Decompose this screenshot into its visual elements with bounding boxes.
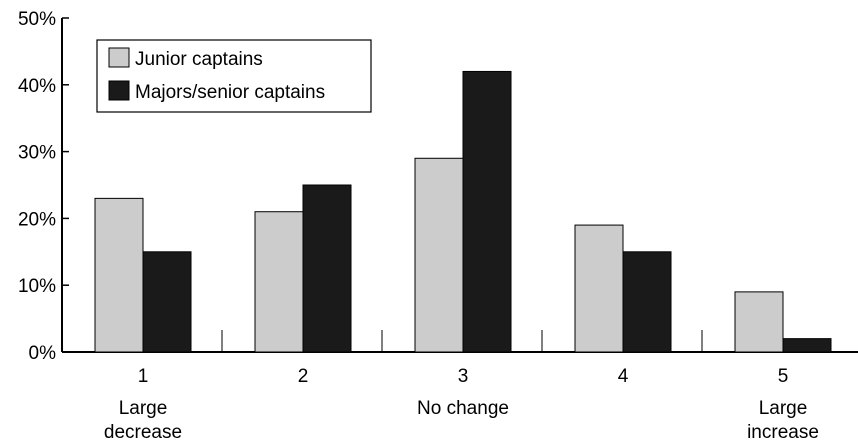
bar-majors-senior-captains-2	[302, 184, 352, 353]
legend-swatch-majors-senior-captains	[108, 80, 130, 101]
x-tick-label: 2	[298, 366, 309, 387]
bar-majors-senior-captains-3	[462, 70, 512, 353]
x-category-sublabel: Large	[119, 398, 168, 419]
category-labels: 1 Large decrease 2 3 No change 4 5 Large increase	[104, 366, 819, 443]
x-category-sublabel: decrease	[104, 422, 182, 443]
bar-majors-senior-captains-4	[622, 251, 672, 353]
y-axis: 0% 10% 20% 30% 40% 50%	[18, 9, 69, 364]
x-tick-label: 4	[618, 366, 629, 387]
legend: Junior captains Majors/senior captains	[96, 39, 372, 113]
y-tick-label: 30%	[18, 143, 56, 164]
legend-swatch-junior-captains	[108, 47, 130, 68]
y-tick-label: 20%	[18, 209, 56, 230]
bar-majors-senior-captains-5	[782, 338, 832, 353]
bar-junior-captains-5	[734, 291, 784, 353]
legend-label-majors-senior-captains: Majors/senior captains	[135, 82, 325, 103]
x-tick-label: 3	[458, 366, 469, 387]
bars	[94, 70, 832, 353]
legend-label-junior-captains: Junior captains	[135, 49, 263, 70]
y-tick-label: 10%	[18, 276, 56, 297]
x-tick-label: 5	[778, 366, 789, 387]
bar-majors-senior-captains-1	[142, 251, 192, 353]
x-category-sublabel: Large	[759, 398, 808, 419]
y-tick-label: 0%	[29, 343, 57, 364]
bar-junior-captains-2	[254, 211, 304, 353]
x-category-sublabel: increase	[747, 422, 819, 443]
legend-box	[96, 39, 372, 113]
bar-junior-captains-3	[414, 157, 464, 353]
x-category-sublabel: No change	[417, 398, 509, 419]
y-tick-label: 50%	[18, 9, 56, 30]
bar-junior-captains-1	[94, 197, 144, 353]
bar-junior-captains-4	[574, 224, 624, 353]
x-tick-label: 1	[138, 366, 149, 387]
y-tick-label: 40%	[18, 76, 56, 97]
